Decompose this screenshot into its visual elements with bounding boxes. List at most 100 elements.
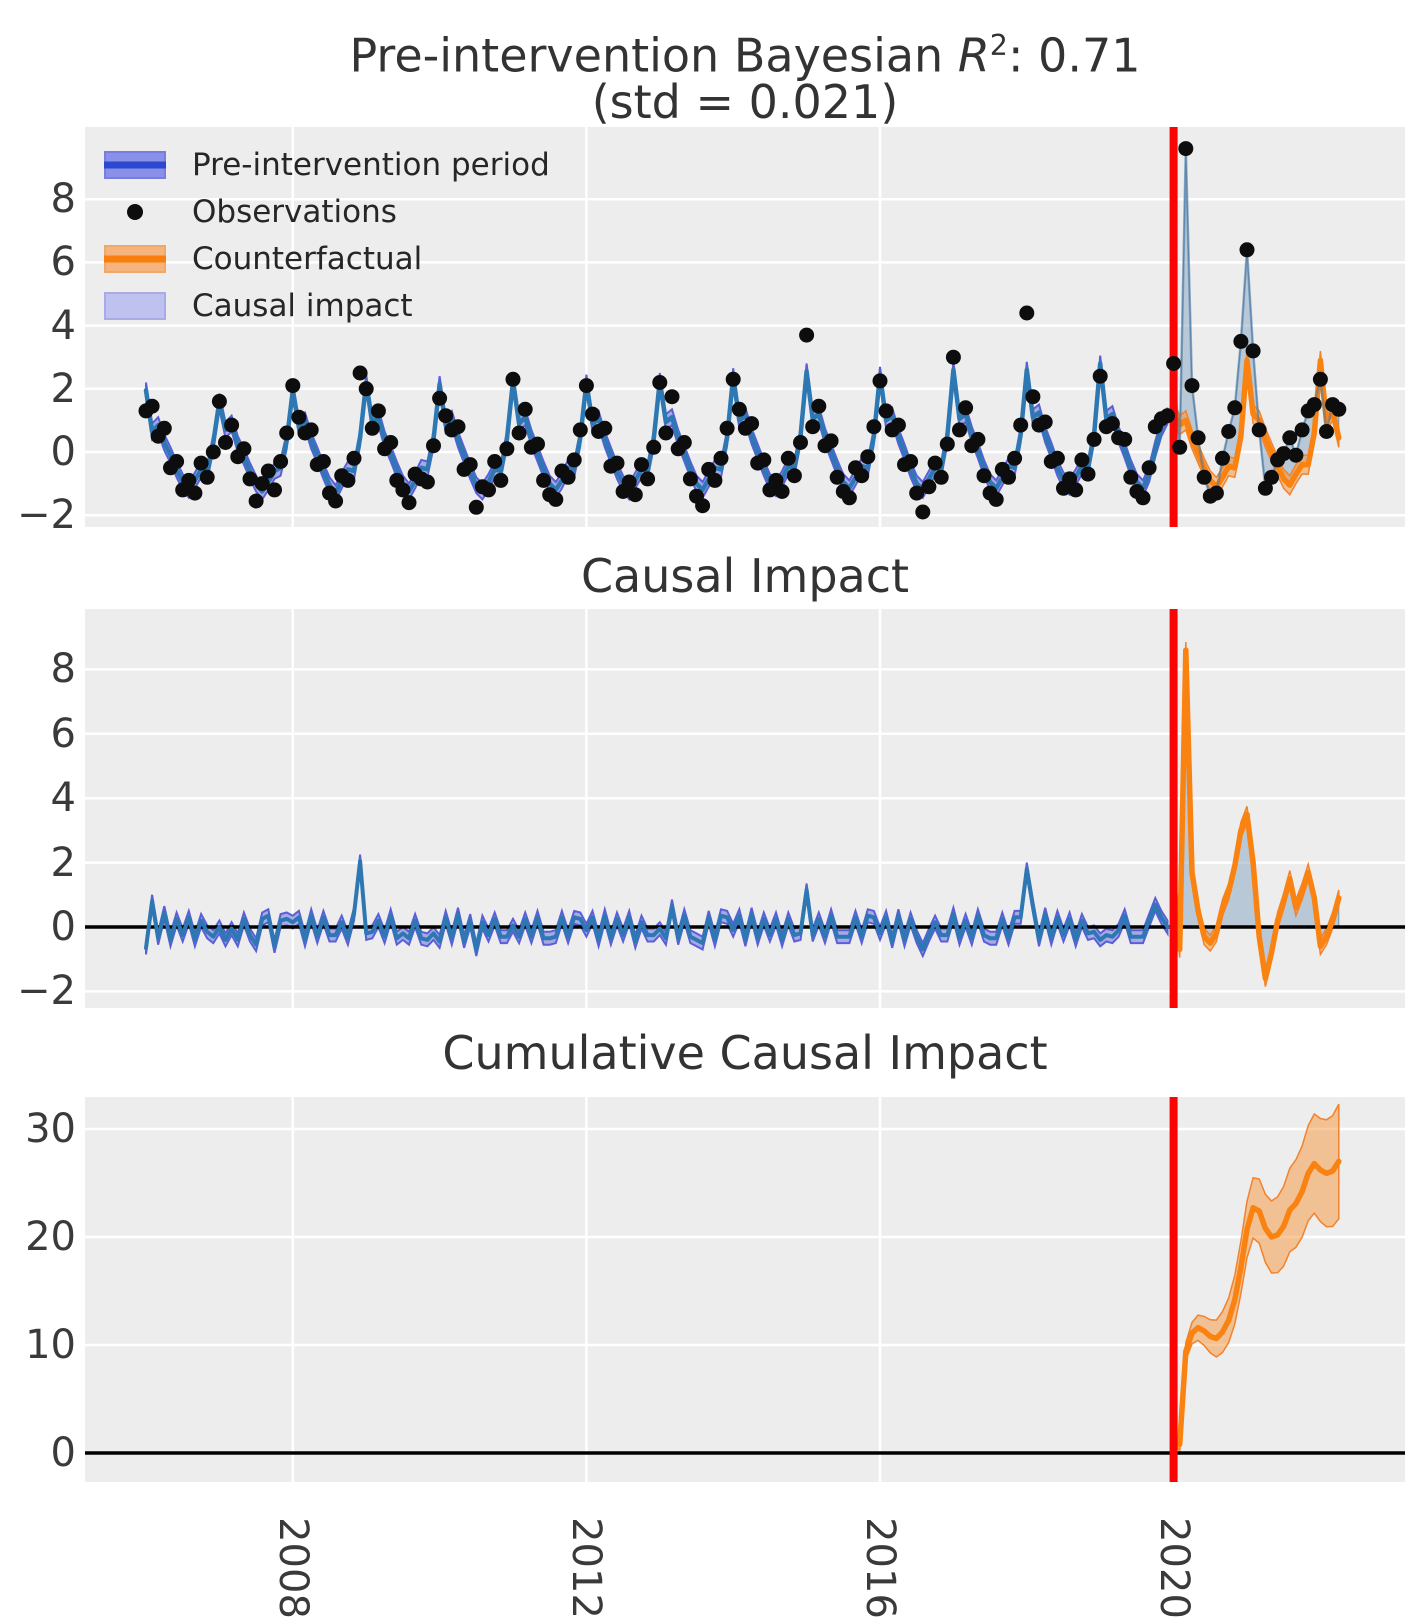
observation-dot [438,408,454,424]
observation-dot [1215,450,1230,466]
observation-dot [383,435,399,450]
y-tick-label: 6 [50,710,76,757]
legend-item-causal-impact: Causal impact [104,288,550,324]
observation-dot [780,450,796,466]
observation-dot [1196,469,1212,485]
observation-dot [468,499,484,515]
observation-dot [695,498,711,514]
observation-dot [841,490,857,506]
observation-dot [426,438,441,454]
observation-dot [181,472,197,488]
panel-pointwise-impact [85,609,1405,1008]
r-squared-symbol: R [957,28,990,83]
observation-dot [1037,414,1053,430]
observation-dot [866,419,882,435]
observation-dot [267,482,282,498]
observation-dot [1086,431,1102,447]
prediction-line [143,361,1170,496]
cumulative-line [1170,1158,1342,1448]
observation-dot [854,468,870,484]
observation-dot [652,375,668,390]
y-tick-label: 20 [25,1214,76,1260]
observation-dot [909,485,925,501]
observation-dot [1062,471,1078,487]
observation-dot [958,400,974,416]
observation-dot [1141,460,1157,476]
observation-dot [976,468,992,484]
observation-dot [560,469,576,485]
y-tick-label: 4 [50,302,76,349]
observation-dot [1068,482,1084,498]
observation-dot [921,479,937,495]
observation-dot [1312,371,1328,387]
observation-dot [248,493,264,509]
observation-dot [878,403,894,419]
y-tick-label: 10 [25,1322,76,1368]
y-tick-label: −2 [17,968,76,1015]
observation-dot [860,449,876,465]
observation-dot [640,471,656,487]
legend-label: Counterfactual [192,241,423,277]
observation-dot [713,450,729,466]
observation-dot [811,398,827,414]
figure-title: Pre-intervention Bayesian R2: 0.71 [85,20,1405,81]
observation-dot [945,349,961,365]
observation-dot [517,401,533,417]
y-tick-label: −2 [17,492,76,539]
panel-cumulative-impact [85,1097,1405,1482]
observation-dot [1282,430,1298,446]
observation-dot [1288,447,1304,463]
observation-dot [450,419,466,435]
legend-label: Causal impact [192,288,413,324]
observation-dot [1074,452,1090,468]
observation-dot [658,425,674,441]
observation-dot [915,504,931,520]
observation-dot [1007,450,1023,466]
observation-dot [872,373,888,389]
observation-dot [744,416,760,432]
observation-dot [682,471,698,487]
legend-label: Observations [192,194,397,230]
impact-post-line [1170,647,1342,982]
band-orange-swatch-icon [104,244,166,274]
observation-dot [1178,141,1194,157]
observation-dot [1001,469,1016,485]
y-tick-label: 2 [50,839,76,886]
observation-dot [242,471,258,487]
observation-dot [756,452,772,468]
observation-dot [395,482,411,498]
observation-dot [829,469,845,485]
observation-dot [1092,368,1108,384]
observation-dot [370,403,386,419]
observation-dot [1013,417,1029,433]
observation-dot [1276,446,1292,462]
figure-title-value: : 0.71 [1007,28,1141,83]
observation-dot [218,435,233,450]
observation-dot [890,417,906,433]
panel3-title: Cumulative Causal Impact [442,1026,1048,1080]
observation-dot [291,409,307,425]
observation-dot [1245,343,1261,359]
observation-dot [1221,424,1237,439]
observation-dot [1104,416,1120,432]
observation-dot [1233,333,1249,349]
x-tick-label: 2008 [269,1517,316,1619]
observation-dot [731,401,747,417]
panel2-title: Causal Impact [580,549,910,603]
observation-dot [1160,408,1175,424]
observation-dot [340,472,356,488]
figure-title-text: Pre-intervention Bayesian [349,28,958,83]
y-tick-label: 0 [50,429,76,475]
y-tick-label: 6 [50,239,76,286]
legend-item-pre-intervention: Pre-intervention period [104,147,550,183]
observation-dot [499,441,515,457]
observation-dot [1190,430,1206,446]
observation-dot [597,420,613,436]
observation-dot [505,371,521,387]
x-tick-label: 2012 [563,1517,610,1619]
observation-dot [1123,469,1139,485]
observation-dot [1264,469,1279,485]
observation-dot [621,474,637,490]
impact-pre-line [144,859,1170,952]
observation-dot [823,433,839,449]
